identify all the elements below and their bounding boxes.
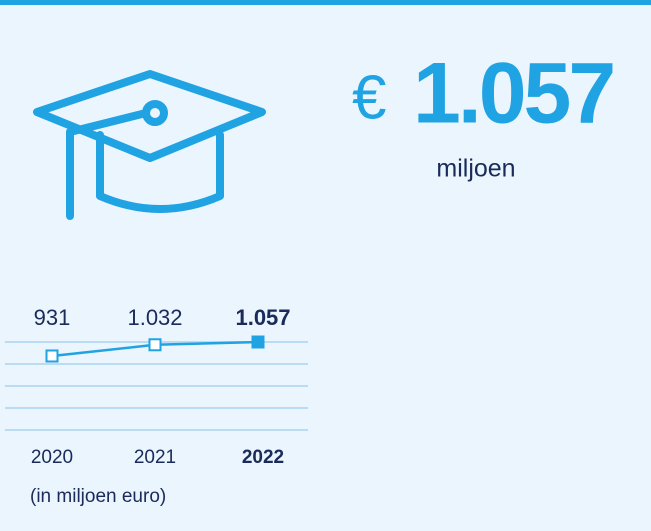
x-tick-label: 2022 [242, 447, 284, 468]
marker [45, 349, 59, 363]
value-label: 931 [34, 305, 71, 330]
x-tick-label: 2021 [134, 447, 176, 468]
graduation-cap-icon [33, 70, 266, 220]
headline-value: 1.057 [413, 46, 613, 142]
value-label: 1.057 [235, 305, 290, 330]
chart-note: (in miljoen euro) [30, 486, 166, 507]
marker [251, 335, 265, 349]
headline-unit: miljoen [436, 155, 515, 183]
marker [148, 338, 162, 352]
x-tick-label: 2020 [31, 447, 73, 468]
headline-currency: € [352, 63, 386, 132]
gridlines [5, 341, 308, 431]
top-border [0, 0, 651, 5]
value-label: 1.032 [127, 305, 182, 330]
